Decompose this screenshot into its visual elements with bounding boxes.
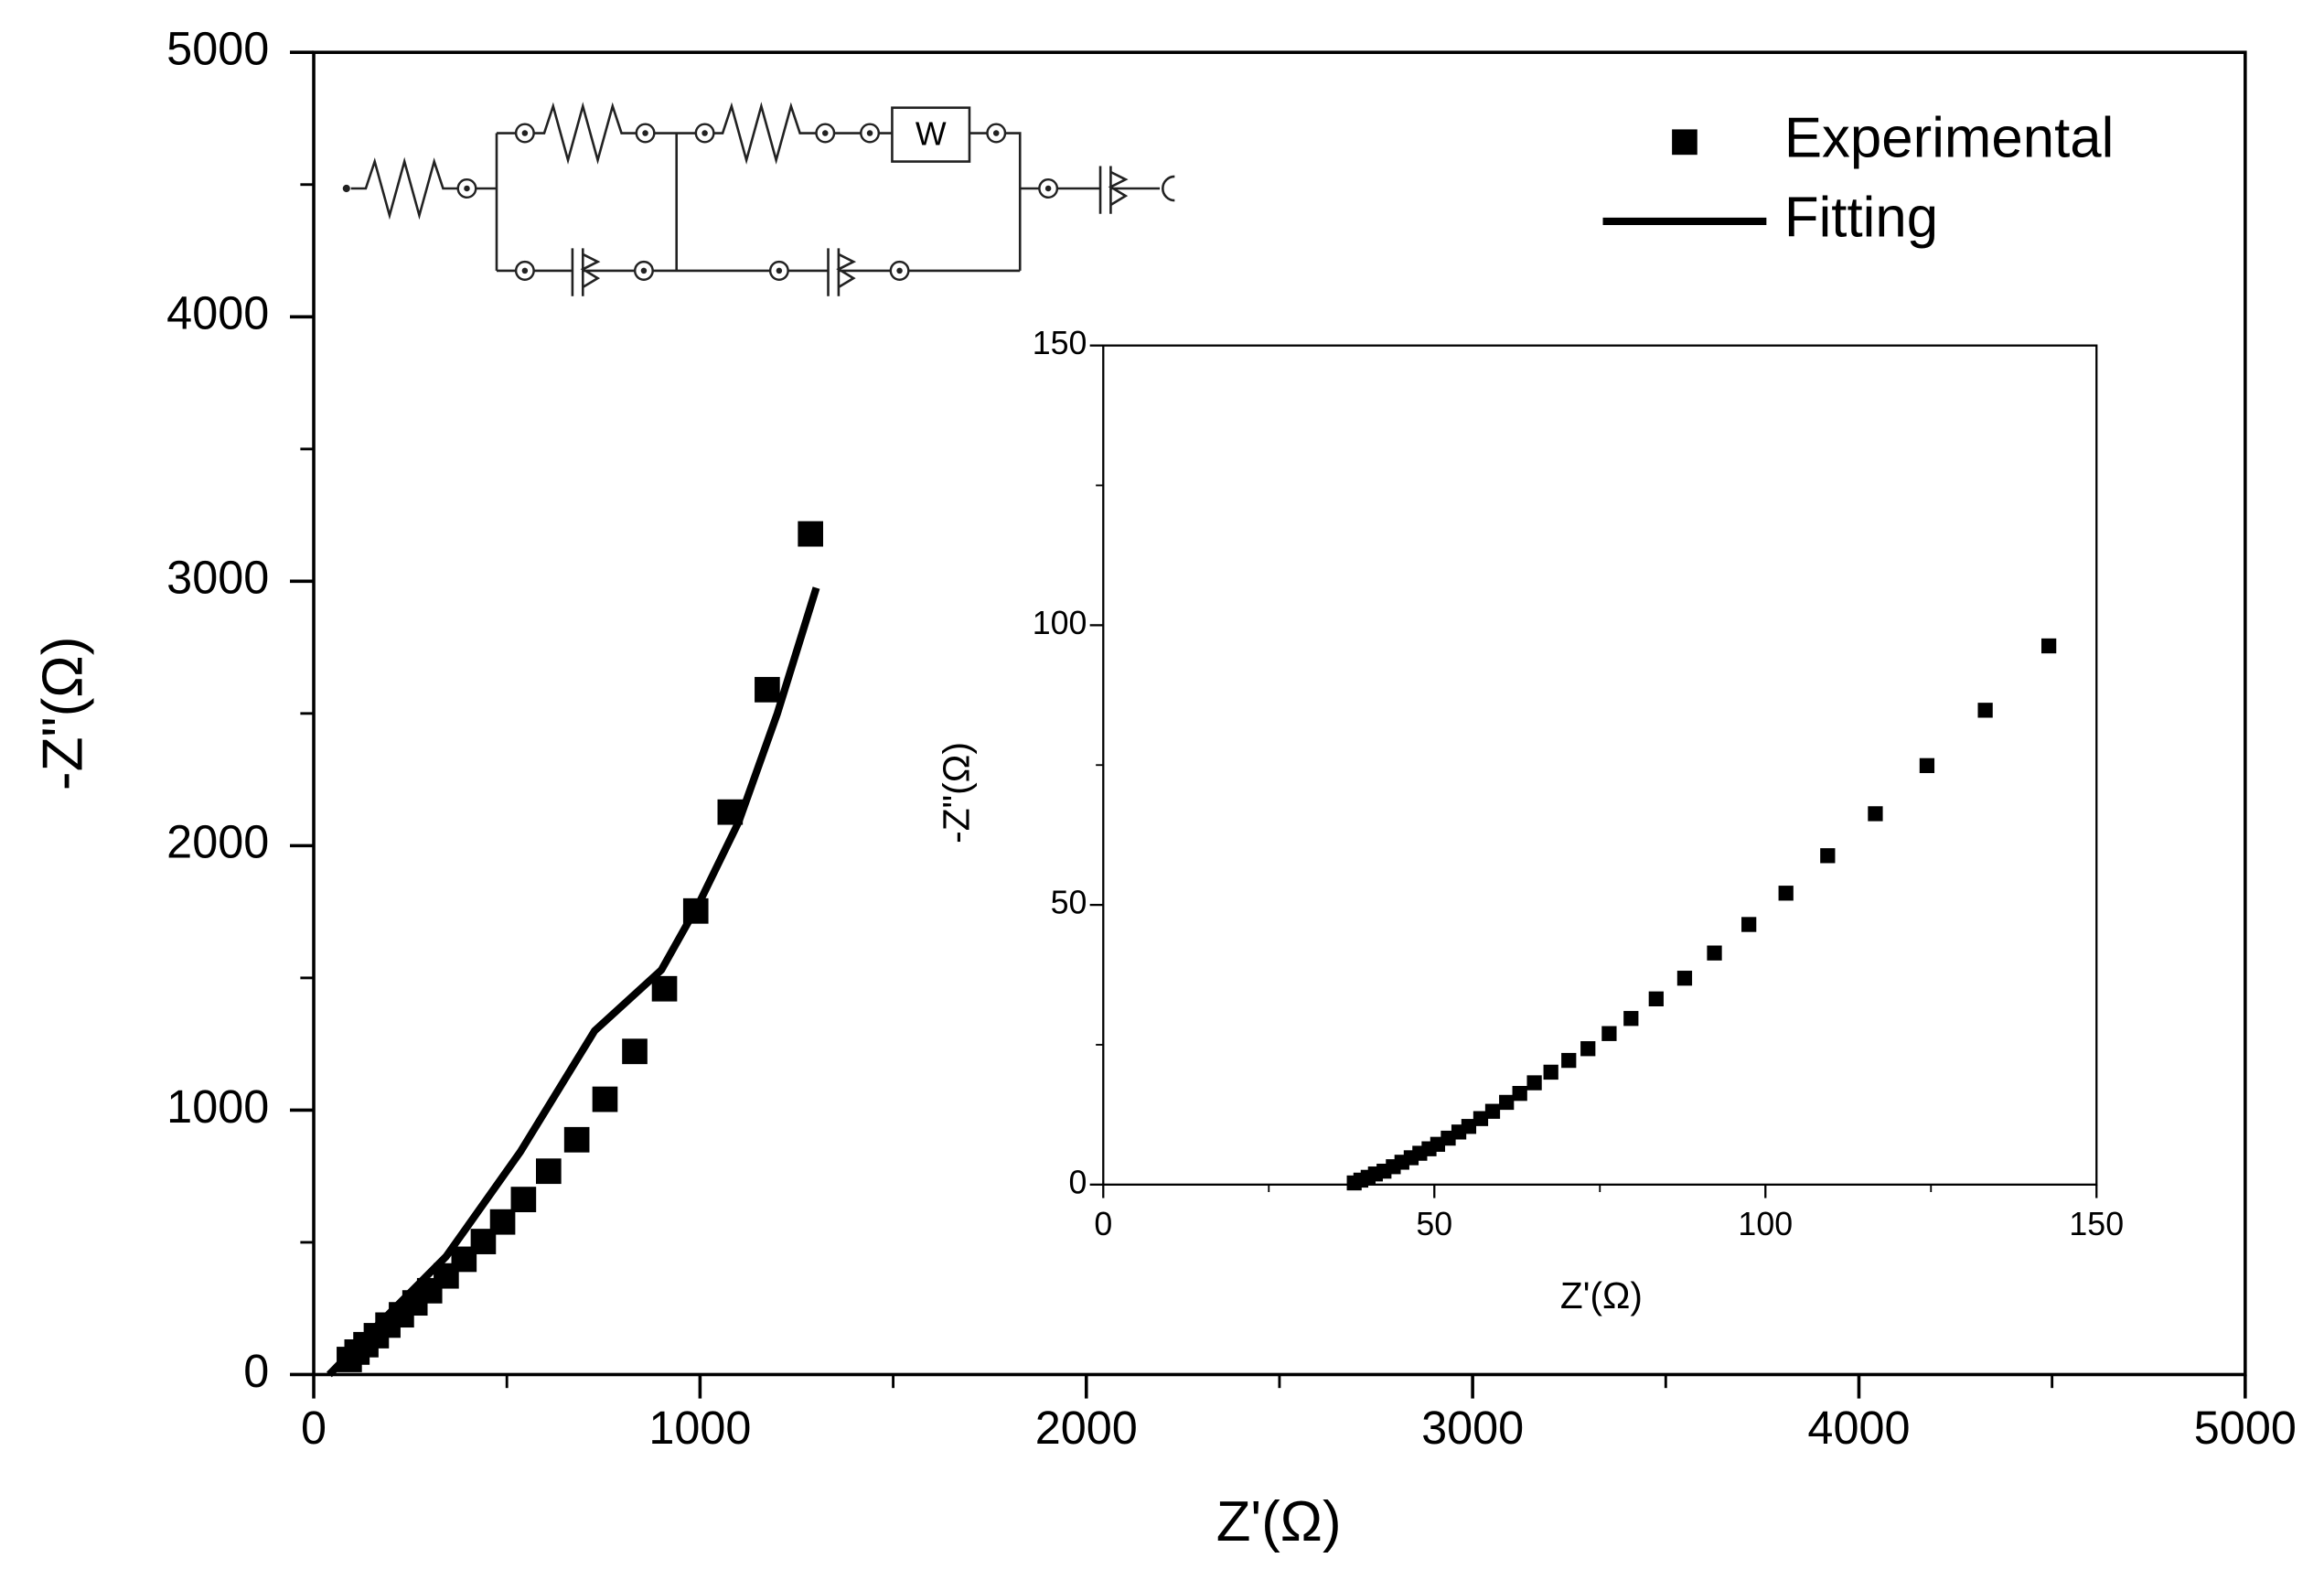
y-tick-label: 3000 [166,552,269,604]
x-tick-label: 100 [1738,1206,1793,1242]
marker [489,1209,516,1235]
terminal [342,184,350,193]
x-tick-label: 50 [1416,1206,1452,1242]
node-dot [866,130,873,136]
marker [1484,1103,1501,1119]
x-tick-label: 0 [1094,1206,1112,1242]
marker [536,1158,562,1185]
marker [1919,758,1935,774]
x-tick-label: 2000 [1035,1402,1138,1454]
x-axis-label: Z'(Ω) [1560,1274,1643,1316]
node-dot [640,267,648,274]
warburg-label: W [916,115,947,152]
circuit-diagram: W [342,102,1175,296]
y-tick-label: 2000 [166,816,269,868]
y-tick-label: 0 [243,1345,269,1397]
node-dot [521,130,529,136]
marker [1820,848,1836,864]
y-tick-label: 50 [1051,885,1087,921]
y-tick-label: 0 [1069,1164,1087,1200]
fit-line [327,586,820,1378]
node-dot [521,267,529,274]
marker [755,676,780,703]
node-dot [776,267,783,274]
resistor [350,156,458,220]
marker [1561,1052,1577,1069]
marker [510,1187,537,1213]
node-dot [992,130,1000,136]
x-tick-label: 4000 [1807,1402,1910,1454]
marker [1461,1119,1477,1134]
nodes [456,123,1059,281]
node-dot [642,130,648,136]
marker [622,1038,648,1065]
y-tick-label: 1000 [166,1080,269,1133]
marker [1601,1026,1617,1041]
plot-frame [1102,344,2098,1186]
marker [1473,1111,1489,1126]
node-dot [822,130,829,136]
legend-marker [1672,129,1697,156]
cpe-elements [496,248,1021,296]
node-dot [464,185,470,192]
marker [1512,1085,1527,1102]
marker [563,1126,590,1153]
marker [798,521,824,547]
cpe-element [1056,166,1175,214]
y-axis-label: -Z"(Ω) [935,742,977,844]
x-tick-label: 150 [2069,1206,2124,1242]
marker [1623,1011,1639,1026]
node-dot [1044,185,1052,192]
marker [1499,1094,1515,1111]
marker [651,975,678,1002]
y-tick-label: 100 [1033,605,1087,641]
x-tick-label: 3000 [1421,1402,1524,1454]
marker [1526,1075,1542,1091]
x-tick-label: 0 [301,1402,327,1454]
x-tick-label: 1000 [648,1402,751,1454]
marker [592,1086,618,1112]
legend-label: Experimental [1784,107,2114,170]
y-tick-label: 4000 [166,287,269,339]
marker [1676,971,1693,986]
marker [1868,806,1883,822]
marker [1707,945,1722,961]
marker [1543,1064,1558,1080]
node-dot [896,267,903,274]
warburg-box [891,106,971,163]
marker [2041,638,2057,654]
x-tick-label: 5000 [2194,1402,2297,1454]
wires [476,102,1040,271]
legend-label: Fitting [1784,186,1938,249]
node-dot [701,130,708,136]
marker [1741,917,1757,932]
marker [1580,1041,1596,1057]
y-tick-label: 150 [1033,325,1087,361]
y-tick-label: 5000 [166,22,269,74]
x-axis-label: Z'(Ω) [1216,1490,1342,1553]
marker [1977,703,1993,718]
y-axis-label: -Z"(Ω) [32,637,95,790]
marker [1778,886,1794,901]
marker [1648,991,1664,1007]
